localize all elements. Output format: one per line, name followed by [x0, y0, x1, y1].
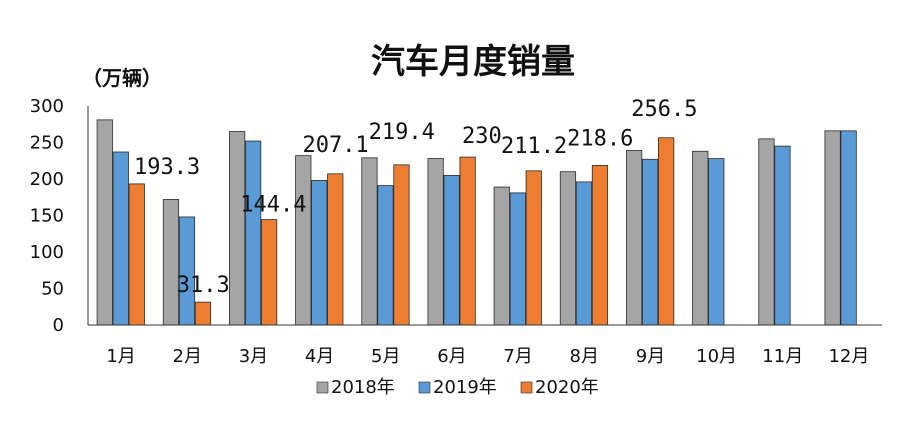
- bar-2020年-8月: [591, 165, 609, 326]
- bar-2019年-10月: [708, 158, 725, 326]
- bar-2018年-9月: [626, 150, 643, 326]
- bar-2018年-4月: [295, 155, 312, 326]
- unit-label: （万辆）: [82, 66, 162, 90]
- y-tick-label: 50: [41, 279, 64, 300]
- y-axis-ticks: 0 50 100 150 200 250 300: [30, 96, 64, 336]
- data-label: 230: [462, 124, 502, 149]
- data-label: 211.2: [501, 134, 567, 159]
- y-tick-label: 250: [30, 133, 64, 154]
- legend-label: 2019年: [433, 377, 497, 398]
- bar-2019年-6月: [443, 174, 460, 326]
- data-label: 193.3: [134, 155, 200, 180]
- bar-2018年-11月: [758, 138, 775, 326]
- legend: 2018年 2019年 2020年: [316, 377, 599, 398]
- x-category-label: 10月: [696, 346, 737, 367]
- x-axis-categories: 1月 2月 3月 4月 5月 6月 7月 8月 9月 10月 11月 12月: [106, 346, 869, 367]
- y-tick-label: 100: [30, 242, 64, 263]
- bars: [96, 119, 857, 326]
- data-label: 219.4: [369, 120, 435, 145]
- bar-2020年-5月: [393, 164, 410, 326]
- bar-2018年-2月: [162, 199, 180, 326]
- bar-2018年-1月: [96, 119, 113, 326]
- x-category-label: 9月: [636, 346, 665, 367]
- x-category-label: 4月: [305, 346, 334, 367]
- data-label: 207.1: [302, 133, 368, 158]
- bar-2020年-7月: [525, 170, 542, 326]
- bar-2018年-6月: [427, 158, 444, 326]
- bar-2019年-4月: [311, 180, 328, 326]
- bar-2018年-7月: [493, 186, 510, 326]
- bar-2019年-3月: [245, 140, 262, 326]
- x-category-label: 2月: [173, 346, 202, 367]
- y-tick-label: 150: [30, 206, 64, 227]
- x-category-label: 7月: [503, 346, 532, 367]
- bar-2020年-4月: [327, 173, 344, 326]
- bar-2019年-12月: [840, 130, 857, 326]
- legend-swatch: [520, 381, 533, 394]
- bar-2018年-10月: [692, 150, 709, 326]
- bar-2020年-1月: [128, 183, 145, 326]
- x-category-label: 5月: [371, 346, 400, 367]
- legend-swatch: [316, 381, 329, 394]
- bar-2018年-3月: [229, 131, 246, 326]
- bar-2020年-2月: [194, 301, 212, 326]
- x-category-label: 12月: [828, 346, 869, 367]
- x-category-label: 8月: [570, 346, 599, 367]
- bar-2019年-9月: [642, 158, 659, 326]
- bar-2018年-5月: [361, 157, 378, 326]
- y-tick-label: 0: [53, 315, 64, 336]
- legend-label: 2020年: [535, 377, 599, 398]
- bar-2019年-1月: [112, 151, 129, 326]
- x-category-label: 3月: [239, 346, 268, 367]
- bar-2019年-11月: [774, 145, 791, 326]
- legend-label: 2018年: [331, 377, 395, 398]
- bar-2020年-3月: [261, 219, 278, 326]
- data-label: 31.3: [177, 273, 230, 298]
- bar-2018年-8月: [559, 171, 577, 326]
- x-category-label: 1月: [106, 346, 135, 367]
- x-category-label: 11月: [762, 346, 803, 367]
- chart-title: 汽车月度销量: [371, 42, 575, 82]
- bar-2019年-2月: [178, 216, 196, 326]
- bar-2019年-7月: [509, 192, 526, 326]
- data-label: 218.6: [567, 126, 633, 151]
- bar-2019年-8月: [575, 181, 593, 326]
- bar-2019年-5月: [377, 185, 394, 326]
- bar-2018年-12月: [824, 130, 841, 326]
- legend-swatch: [418, 381, 431, 394]
- bar-2020年-6月: [459, 156, 476, 326]
- y-tick-label: 200: [30, 169, 64, 190]
- x-category-label: 6月: [437, 346, 466, 367]
- y-tick-label: 300: [30, 96, 64, 117]
- data-label: 144.4: [240, 193, 306, 218]
- data-label: 256.5: [631, 97, 697, 122]
- bar-2020年-9月: [658, 137, 675, 326]
